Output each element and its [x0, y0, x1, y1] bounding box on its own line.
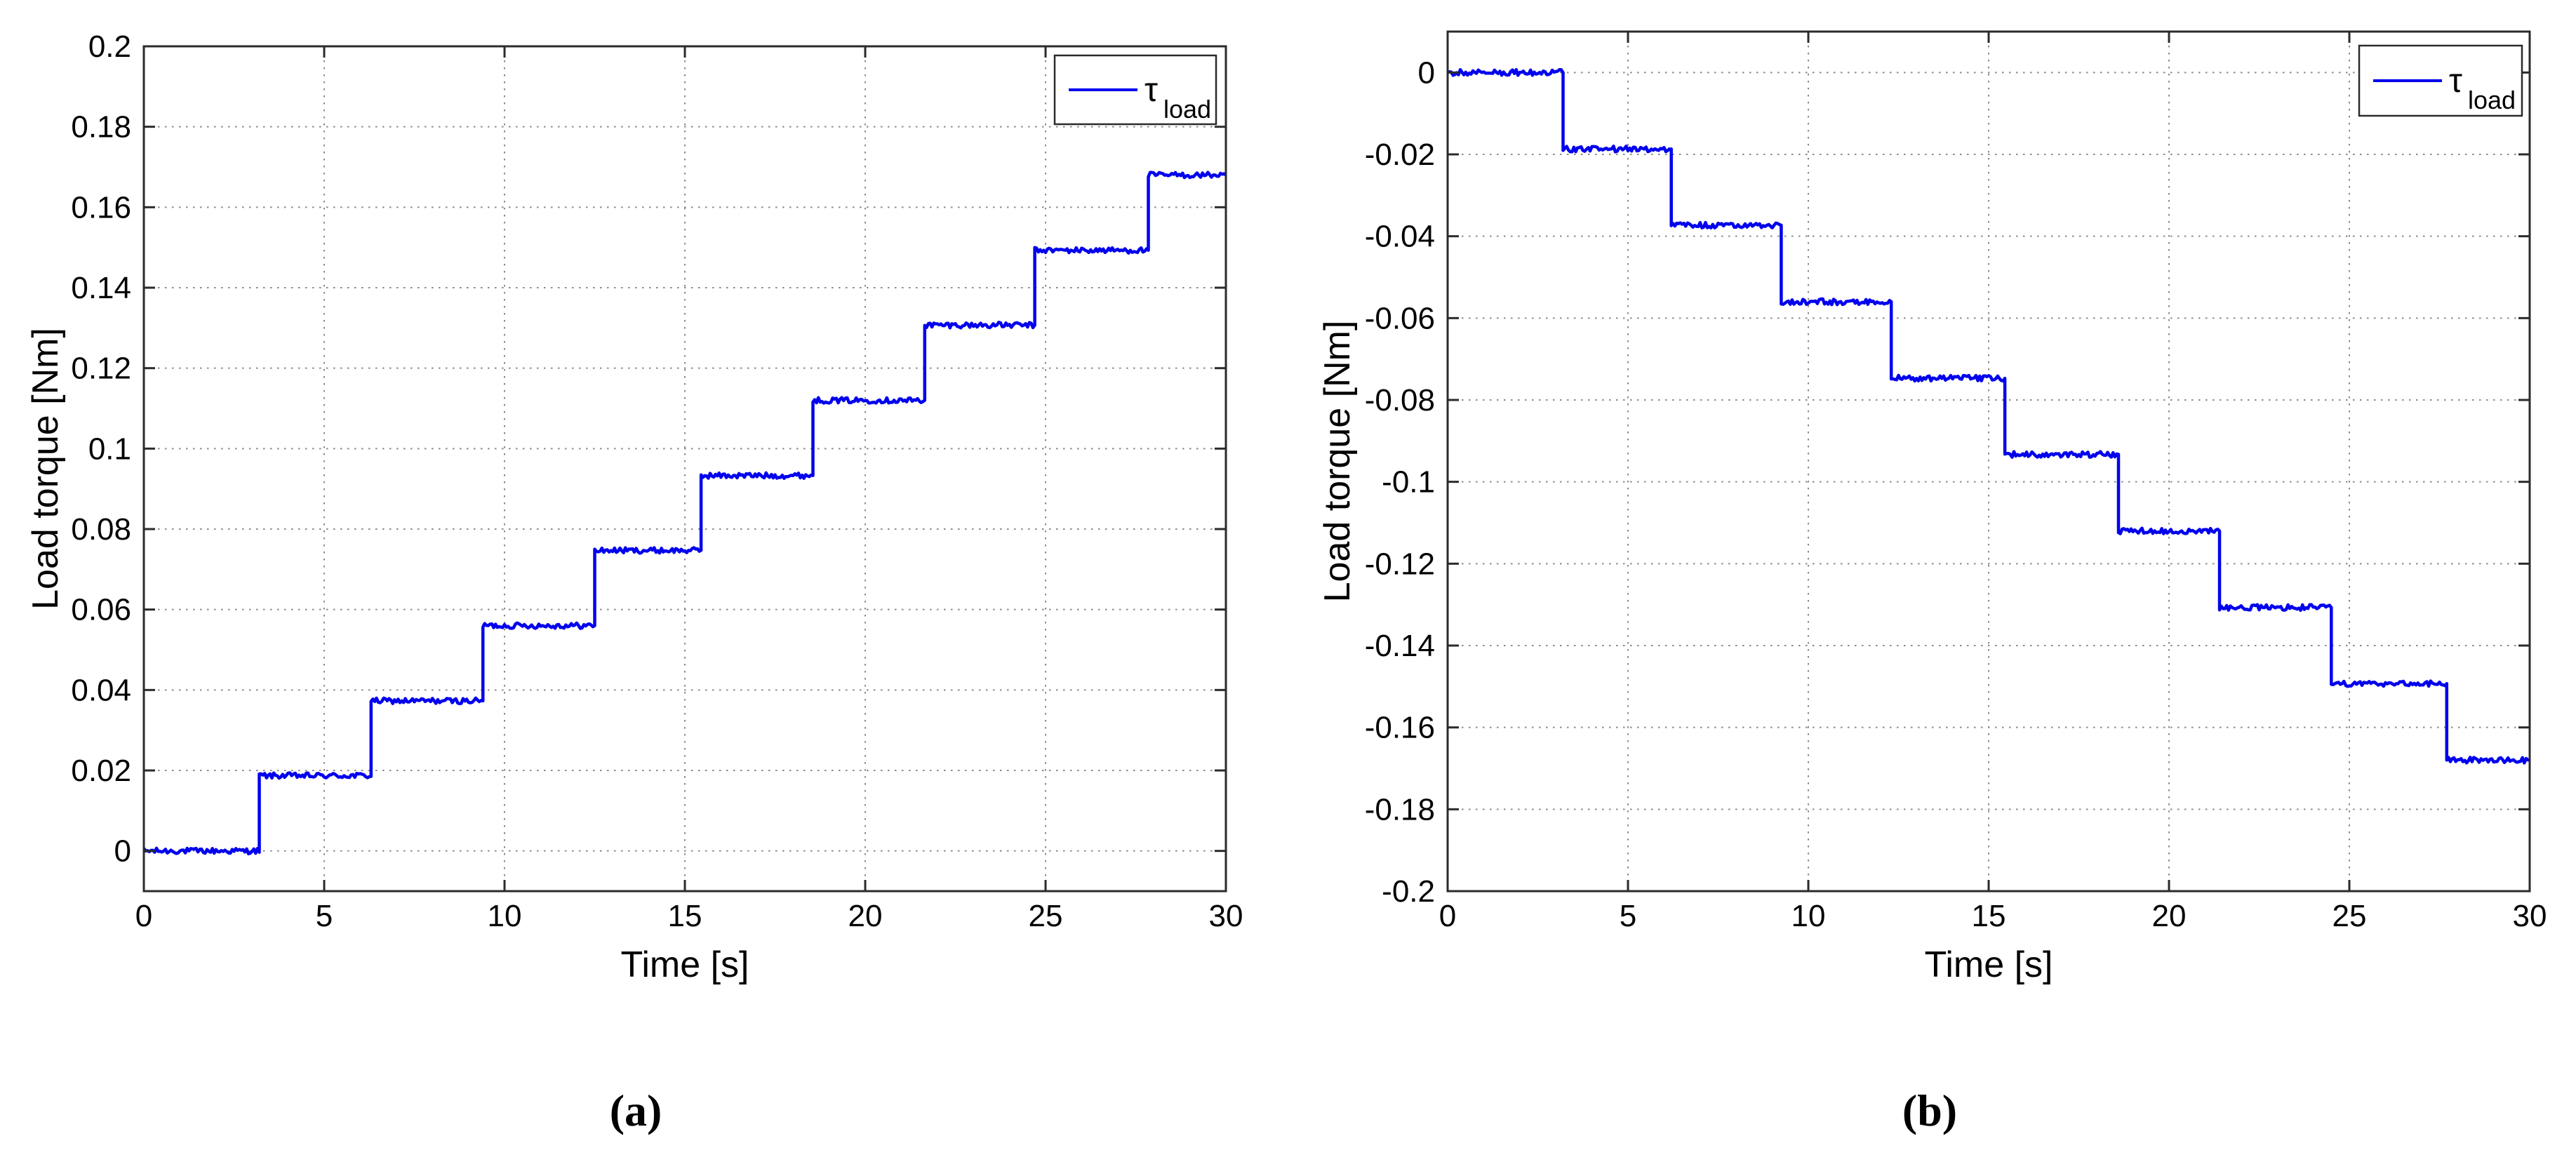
series-line-tau-load-b [1447, 68, 2530, 765]
x-tick-label: 15 [1972, 899, 2006, 933]
x-tick-label: 20 [2152, 899, 2187, 933]
caption-a: (a) [610, 1086, 662, 1135]
y-tick-label: -0.2 [1382, 874, 1435, 909]
x-tick-label: 30 [1209, 899, 1243, 933]
y-axis-title-b: Load torque [Nm] [1317, 321, 1358, 603]
y-tick-label: -0.04 [1365, 220, 1435, 254]
x-axis-title-b: Time [s] [1925, 944, 2053, 985]
y-tick-label: -0.1 [1382, 465, 1435, 500]
charts-layer: 0 5 10 15 20 25 30 0 0.02 0.04 0.06 0.08 0.1 0.12 0.14… [25, 29, 2547, 985]
y-axis-title-a: Load torque [Nm] [25, 328, 66, 610]
x-tick-label: 5 [316, 899, 333, 933]
y-tick-label: -0.08 [1365, 383, 1435, 418]
x-tick-label: 0 [1439, 899, 1456, 933]
grid-a [144, 46, 1226, 891]
x-axis-title-a: Time [s] [621, 944, 749, 985]
y-tick-label: -0.16 [1365, 711, 1435, 745]
tick-labels-a: 0 5 10 15 20 25 30 0 0.02 0.04 0.06 0.08 0.1 0.12 0.14… [71, 29, 1243, 933]
plot-a: 0 5 10 15 20 25 30 0 0.02 0.04 0.06 0.08 0.1 0.12 0.14… [25, 29, 1243, 985]
y-tick-label: 0 [1418, 55, 1435, 90]
axes-b [1446, 30, 2531, 893]
x-tick-label: 10 [1791, 899, 1826, 933]
y-tick-label: 0.14 [71, 271, 131, 305]
y-tick-label: -0.02 [1365, 138, 1435, 172]
x-tick-label: 15 [668, 899, 702, 933]
y-tick-label: 0.12 [71, 352, 131, 386]
x-tick-label: 0 [135, 899, 152, 933]
legend-label-load: load [2468, 86, 2516, 114]
tick-labels-b: 0 5 10 15 20 25 30 -0.2 -0.18 -0.16 -0.14 -0.12 -0.1… [1365, 55, 2547, 933]
legend-label-tau: τ [2449, 62, 2462, 100]
y-tick-label: 0.08 [71, 512, 131, 547]
grid-b [1448, 32, 2530, 891]
y-tick-label: 0.18 [71, 110, 131, 145]
plot-b: 0 5 10 15 20 25 30 -0.2 -0.18 -0.16 -0.14 -0.12 -0.1… [1317, 30, 2547, 985]
y-tick-label: -0.06 [1365, 301, 1435, 335]
series-line-tau-load-a [142, 171, 1227, 855]
x-tick-label: 25 [1029, 899, 1063, 933]
x-tick-label: 5 [1620, 899, 1636, 933]
y-tick-label: -0.12 [1365, 547, 1435, 581]
x-tick-label: 20 [848, 899, 883, 933]
x-tick-label: 30 [2513, 899, 2547, 933]
legend-label-tau: τ [1144, 72, 1158, 109]
legend-label-load: load [1163, 95, 1211, 123]
y-tick-label: 0.1 [88, 432, 131, 466]
x-tick-label: 25 [2333, 899, 2367, 933]
y-tick-label: 0.06 [71, 593, 131, 627]
y-tick-label: 0.16 [71, 190, 131, 225]
y-tick-label: -0.18 [1365, 792, 1435, 827]
x-tick-label: 10 [488, 899, 522, 933]
y-tick-label: -0.14 [1365, 629, 1435, 663]
y-tick-label: 0 [114, 834, 131, 869]
caption-b: (b) [1902, 1086, 1957, 1135]
y-tick-label: 0.02 [71, 754, 131, 788]
y-tick-label: 0.2 [88, 29, 131, 64]
axes-a [142, 45, 1227, 893]
y-tick-label: 0.04 [71, 673, 131, 707]
